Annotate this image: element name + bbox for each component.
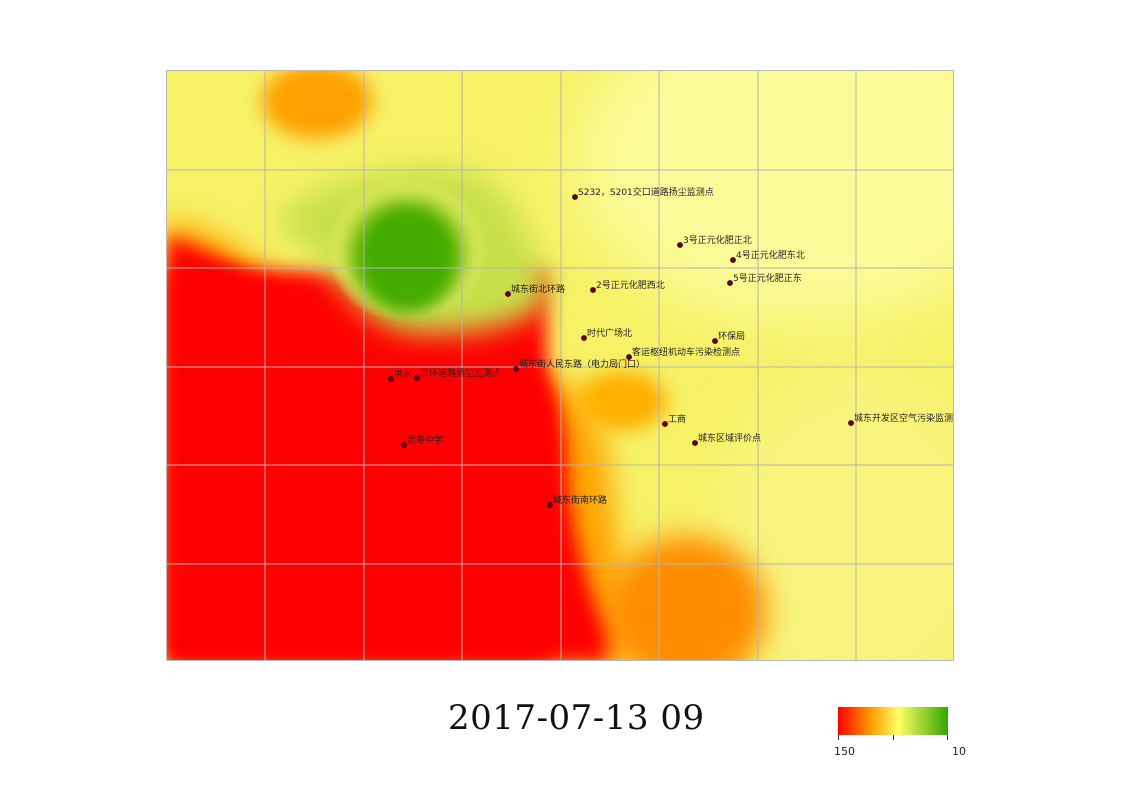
field-pale-upper-right xyxy=(577,71,953,321)
station-dot-icon[interactable] xyxy=(662,421,668,427)
station-marker[interactable]: 洪水 xyxy=(388,368,412,382)
legend-color-bar xyxy=(838,707,948,735)
station-dot-icon[interactable] xyxy=(848,420,854,426)
station-label: 工商 xyxy=(668,413,686,425)
red-core xyxy=(167,271,547,660)
station-label: 客运枢纽机动车污染检测点 xyxy=(632,346,740,358)
station-marker[interactable]: 3号正元化肥正北 xyxy=(677,234,752,248)
station-label: 灵寿中学 xyxy=(407,434,443,446)
station-dot-icon[interactable] xyxy=(590,287,596,293)
station-label: 城东开发区空气污染监测点 xyxy=(854,412,954,424)
green-core xyxy=(359,209,455,313)
station-label: 城东区域评价点 xyxy=(698,432,761,444)
legend-tick-right xyxy=(947,735,948,740)
station-label: 4号正元化肥东北 xyxy=(736,249,805,261)
station-dot-icon[interactable] xyxy=(414,375,420,381)
station-dot-icon[interactable] xyxy=(505,291,511,297)
station-marker[interactable]: 客运枢纽机动车污染检测点 xyxy=(626,346,740,360)
station-marker[interactable]: 西环道路扬尘监测点 xyxy=(414,367,501,381)
station-label: 城东街南环路 xyxy=(553,494,607,506)
station-marker[interactable]: 城东街北环路 xyxy=(505,283,565,297)
station-marker[interactable]: 灵寿中学 xyxy=(401,434,443,448)
station-dot-icon[interactable] xyxy=(547,502,553,508)
station-dot-icon[interactable] xyxy=(727,280,733,286)
station-label: 2号正元化肥西北 xyxy=(596,279,665,291)
station-dot-icon[interactable] xyxy=(572,194,578,200)
station-dot-icon[interactable] xyxy=(401,442,407,448)
station-marker[interactable]: S232，S201交口道路扬尘监测点 xyxy=(572,186,714,200)
station-dot-icon[interactable] xyxy=(712,338,718,344)
station-label: 城东街人民东路（电力局门口） xyxy=(519,358,645,370)
legend-max-label: 150 xyxy=(834,745,855,758)
station-layer: S232，S201交口道路扬尘监测点 3号正元化肥正北 4号正元化肥东北 5号正元化肥… xyxy=(388,186,954,508)
station-dot-icon[interactable] xyxy=(581,335,587,341)
station-marker[interactable]: 工商 xyxy=(662,413,686,427)
station-marker[interactable]: 环保局 xyxy=(712,330,745,344)
legend-min-label: 10 xyxy=(952,745,966,758)
station-label: 环保局 xyxy=(718,330,745,342)
station-label: 3号正元化肥正北 xyxy=(683,234,752,246)
station-marker[interactable]: 时代广场北 xyxy=(581,327,632,341)
heatmap-map: S232，S201交口道路扬尘监测点 3号正元化肥正北 4号正元化肥东北 5号正元化肥… xyxy=(166,70,954,661)
station-label: S232，S201交口道路扬尘监测点 xyxy=(578,186,714,198)
station-marker[interactable]: 城东街南环路 xyxy=(547,494,607,508)
orange-patch-top xyxy=(262,71,372,139)
legend-tick-mid xyxy=(893,735,894,740)
orange-patch-south xyxy=(607,536,767,660)
station-label: 时代广场北 xyxy=(587,327,632,339)
station-dot-icon[interactable] xyxy=(513,366,519,372)
orange-patch-center xyxy=(577,371,667,431)
station-label: 城东街北环路 xyxy=(511,283,565,295)
station-dot-icon[interactable] xyxy=(626,354,632,360)
field-pale-lower-right xyxy=(717,371,953,660)
grid-lines xyxy=(167,71,953,660)
legend-tick-left xyxy=(838,735,839,740)
station-dot-icon[interactable] xyxy=(677,242,683,248)
station-marker[interactable]: 城东区域评价点 xyxy=(692,432,761,446)
station-label: 5号正元化肥正东 xyxy=(733,272,802,284)
station-dot-icon[interactable] xyxy=(692,440,698,446)
station-label: 洪水 xyxy=(394,368,412,380)
station-dot-icon[interactable] xyxy=(730,257,736,263)
color-legend: 150 10 xyxy=(834,707,966,767)
timestamp-label: 2017-07-13 09 xyxy=(448,698,705,738)
station-label: 西环道路扬尘监测点 xyxy=(420,367,501,379)
station-marker[interactable]: 城东开发区空气污染监测点 xyxy=(848,412,954,426)
heatmap-canvas: S232，S201交口道路扬尘监测点 3号正元化肥正北 4号正元化肥东北 5号正元化肥… xyxy=(167,71,954,660)
station-dot-icon[interactable] xyxy=(388,376,394,382)
station-marker[interactable]: 2号正元化肥西北 xyxy=(590,279,665,293)
station-marker[interactable]: 城东街人民东路（电力局门口） xyxy=(513,358,645,372)
station-marker[interactable]: 4号正元化肥东北 xyxy=(730,249,805,263)
station-marker[interactable]: 5号正元化肥正东 xyxy=(727,272,802,286)
